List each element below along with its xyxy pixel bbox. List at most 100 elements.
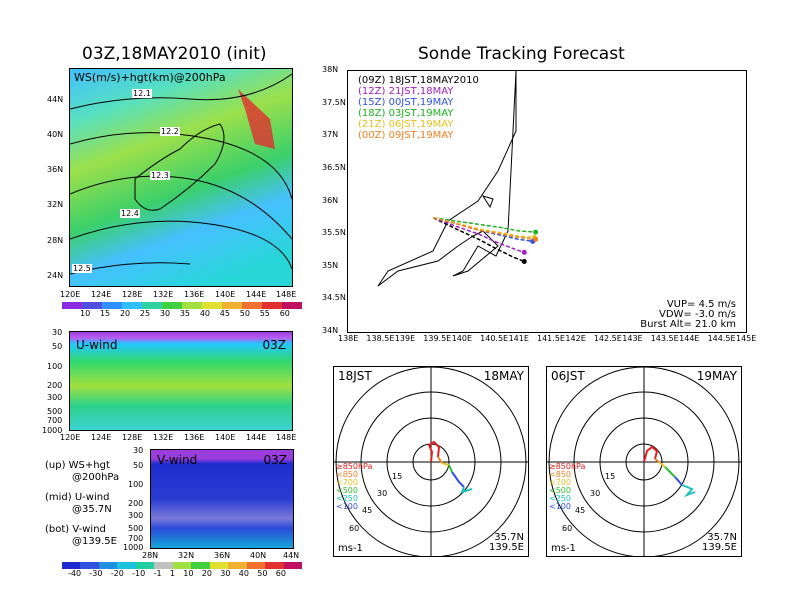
hodo-levels-right: ≥850hPa <850 <700 <500 <250 <100 — [549, 463, 585, 511]
cbar-label: 60 — [279, 309, 290, 318]
map-lon-tick: 132E — [153, 290, 174, 299]
uwind-p-tick: 1000 — [42, 426, 63, 435]
hodo-trace — [441, 462, 450, 466]
legend-zulu: (00Z) — [358, 130, 386, 141]
uwind-lon-tick: 120E — [60, 433, 81, 442]
hodo-trace — [664, 466, 676, 478]
trajectory-end-point — [521, 259, 527, 265]
uwind-p-tick: 700 — [47, 416, 63, 425]
cbar-label: 35 — [179, 309, 191, 318]
hodo-ring-label: 60 — [562, 524, 573, 533]
track-lon-tick: 141.5E — [537, 334, 565, 343]
ws-colorbar — [62, 302, 302, 309]
japan-coast — [134, 123, 225, 211]
track-lon-tick: 138.5E — [366, 334, 395, 343]
uwind-lon-tick: 128E — [122, 433, 143, 442]
hodo-levels-left: ≥850hPa <850 <700 <500 <250 <100 — [336, 463, 372, 511]
jet-core — [238, 89, 275, 149]
cbar-label: 40 — [199, 309, 210, 318]
contour-label-3: 12.3 — [150, 171, 170, 180]
track-lat-tick: 35.5N — [322, 228, 346, 238]
track-svg — [377, 71, 539, 287]
hodo-lat: 35.7N — [494, 532, 524, 543]
track-lon-tick: 144E — [679, 334, 700, 343]
uwind-lon-tick: 132E — [153, 433, 174, 442]
cbar-label: 60 — [275, 569, 286, 578]
track-lon-tick: 140E — [451, 334, 473, 343]
map-lat-tick: 28N — [47, 236, 64, 245]
level-label: <100 — [549, 502, 571, 511]
track-lon-tick: 143E — [622, 334, 643, 343]
track-lon-tick: 138E — [338, 334, 359, 343]
map-lon-tick: 148E — [276, 290, 297, 299]
map-lat-tick: 32N — [47, 200, 64, 209]
track-lat-tick: 34N — [322, 326, 339, 335]
vwind-p-tick: 200 — [128, 499, 144, 508]
legend-text: 09JST,19MAY — [388, 130, 454, 141]
cbar-label: -30 — [89, 569, 103, 578]
note-up-sub: @200hPa — [72, 472, 120, 483]
trajectory-end-point — [533, 236, 539, 242]
vwind-label: V-wind — [157, 453, 198, 467]
hodo-left-units: ms-1 — [338, 543, 363, 554]
track-lon-tick: 139.5E — [423, 334, 452, 343]
legend-text: 03JST,19MAY — [388, 108, 454, 119]
map-lon-tick: 128E — [122, 290, 143, 299]
map-lat-tick: 40N — [47, 130, 64, 139]
cbar-label: 1 — [169, 569, 175, 578]
level-label: <250 — [336, 494, 358, 503]
vwind-p-tick: 1000 — [123, 543, 144, 552]
cbar-label: 45 — [219, 309, 230, 318]
hodo-right-date: 19MAY — [696, 369, 737, 383]
legend-zulu: (21Z) — [358, 119, 386, 130]
level-label: ≥850hPa — [549, 462, 586, 471]
track-lon-tick: 140.5E — [480, 334, 509, 343]
hodo-ring-label: 15 — [605, 472, 616, 481]
map-lon-tick: 120E — [60, 290, 81, 299]
cbar-label: -1 — [153, 569, 162, 578]
uwind-label: U-wind — [76, 338, 118, 352]
hodo-right-svg — [547, 367, 741, 556]
cbar-label: 10 — [183, 569, 194, 578]
left-title: 03Z,18MAY2010 (init) — [82, 44, 267, 64]
hodo-ring-label: 45 — [575, 506, 586, 515]
map-lat-tick: 24N — [47, 271, 64, 280]
trajectory-end-point — [521, 249, 527, 255]
wind-colorbar-labels: -40 -30 -20 -10 -1 1 10 20 30 40 50 60 — [68, 569, 286, 578]
coastline — [377, 71, 517, 287]
note-mid-sub: @35.7N — [72, 504, 112, 515]
track-lon-tick: 143.5E — [650, 334, 679, 343]
contour-3 — [70, 175, 292, 240]
level-label: <700 — [336, 478, 358, 487]
hodo-trace — [448, 464, 453, 473]
track-info: VUP= 4.5 m/s VDW= -3.0 m/s Burst Alt= 21… — [640, 300, 736, 330]
map-lon-tick: 140E — [215, 290, 236, 299]
uwind-lon-tick: 124E — [91, 433, 112, 442]
vdw-text: VDW= -3.0 m/s — [659, 309, 736, 320]
level-label: <850 — [549, 470, 571, 479]
note-up: (up) WS+hgt — [45, 460, 110, 471]
level-label: <850 — [336, 470, 358, 479]
track-lon-tick: 144.5E — [707, 334, 736, 343]
hodo-trace — [460, 486, 473, 494]
level-label: <500 — [336, 486, 358, 495]
hodo-lon: 139.5E — [702, 542, 737, 553]
map-lat-tick: 44N — [47, 95, 64, 104]
hodo-right-units: ms-1 — [551, 543, 576, 554]
vwind-p-tick: 500 — [128, 524, 144, 533]
hodo-lat: 35.7N — [707, 532, 737, 543]
track-legend: (09Z) 18JST,18MAY2010 (12Z) 21JST,18MAY … — [358, 75, 479, 141]
trajectory-line — [433, 217, 536, 241]
hodo-left-svg — [334, 367, 528, 556]
hodo-ring-label: 30 — [377, 489, 388, 498]
legend-text: 00JST,19MAY — [388, 97, 454, 108]
contour-label-1: 12.1 — [132, 89, 152, 98]
cbar-label: 50 — [239, 309, 250, 318]
vwind-lat-tick: 40N — [250, 551, 267, 560]
hodo-trace — [674, 476, 683, 486]
vwind-p-tick: 700 — [128, 534, 144, 543]
burst-alt-text: Burst Alt= 21.0 km — [640, 319, 736, 330]
map-lon-tick: 124E — [91, 290, 112, 299]
level-label: ≥850hPa — [336, 462, 373, 471]
hodo-ring-label: 15 — [392, 472, 403, 481]
